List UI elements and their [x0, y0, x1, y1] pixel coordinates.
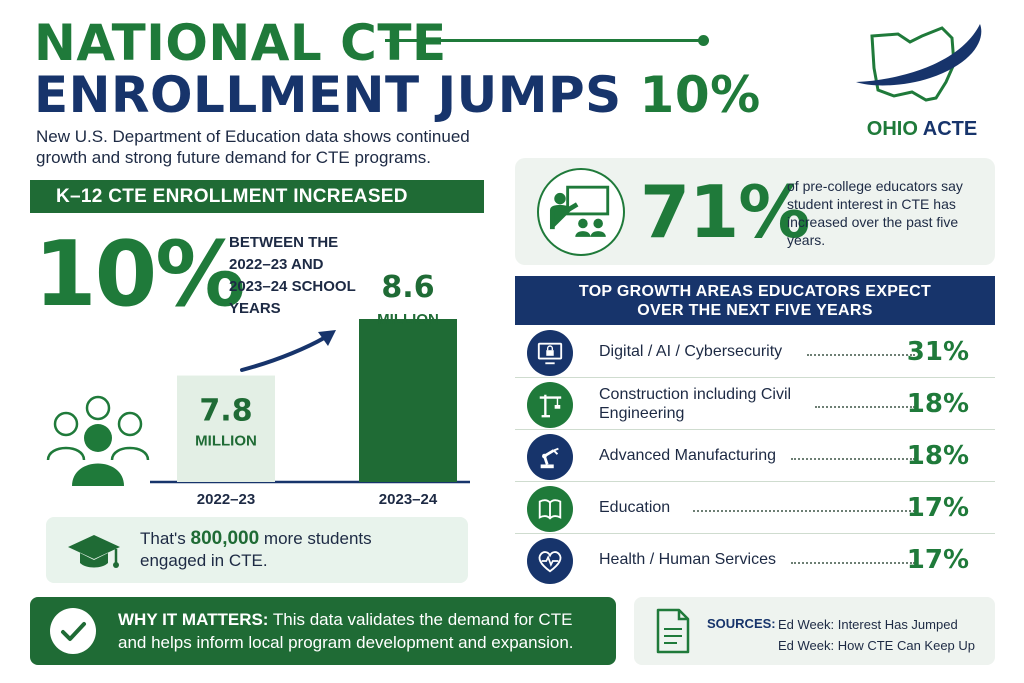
growth-percent: 17%: [906, 545, 969, 575]
enrollment-percent: 10%: [34, 222, 245, 327]
growth-label: Construction including Civil Engineering: [599, 386, 792, 422]
book-icon: [527, 486, 573, 532]
growth-label: Education: [599, 499, 671, 516]
growth-percent: 17%: [906, 493, 969, 523]
crane-icon: [527, 382, 573, 428]
ohio-state-logo-icon: [856, 24, 982, 102]
growth-leader-dots: [791, 458, 915, 460]
growth-leader-dots: [791, 562, 915, 564]
logo-acte: ACTE: [922, 118, 978, 140]
growth-label: Digital / AI / Cybersecurity: [599, 343, 783, 360]
category-label: 2023–24: [379, 491, 438, 508]
growth-label: Health / Human Services: [599, 551, 776, 568]
checkmark-icon: [50, 608, 96, 654]
why-it-matters-box: WHY IT MATTERS: This data validates the …: [30, 597, 616, 665]
students-number: 800,000: [190, 528, 260, 549]
logo-ohio: OHIO: [866, 118, 918, 140]
students-suffix: more students engaged in CTE.: [140, 529, 372, 570]
document-icon: [656, 608, 690, 654]
title-line-1: NATIONAL CTE: [34, 14, 447, 72]
students-prefix: That's: [140, 529, 186, 548]
growth-row-manufacturing: Advanced Manufacturing 18%: [515, 430, 995, 482]
growth-leader-dots: [807, 354, 915, 356]
growth-arrow: [240, 336, 326, 372]
why-it-matters-text: WHY IT MATTERS: This data validates the …: [118, 608, 598, 654]
graduation-cap-icon: [68, 535, 120, 568]
category-label: 2022–23: [197, 491, 255, 508]
sources-list: Ed Week: Interest Has Jumped Ed Week: Ho…: [778, 614, 975, 656]
title-line-2: ENROLLMENT JUMPS 10%: [34, 66, 761, 124]
growth-percent: 18%: [906, 389, 969, 419]
educators-stat-box: 71% of pre-college educators say student…: [515, 158, 995, 265]
k12-banner: K–12 CTE ENROLLMENT INCREASED: [30, 180, 484, 213]
enrollment-bar-chart: 7.8 MILLION 2022–23 8.6 MILLION 2023–24: [150, 270, 470, 508]
growth-list: Digital / AI / Cybersecurity 31% Constru…: [515, 326, 995, 586]
computer-lock-icon: [527, 330, 573, 376]
heart-pulse-icon: [527, 538, 573, 584]
growth-row-education: Education 17%: [515, 482, 995, 534]
robot-arm-icon: [527, 434, 573, 480]
bar-unit-label: MILLION: [195, 433, 257, 450]
educators-stat-percent: 71%: [640, 170, 810, 254]
growth-percent: 18%: [906, 441, 969, 471]
growth-label: Advanced Manufacturing: [599, 447, 776, 464]
growth-row-construction: Construction including Civil Engineering…: [515, 378, 995, 430]
growth-leader-dots: [815, 406, 915, 408]
between-years-text: BETWEEN THE 2022–23 AND 2023–24 SCHOOL Y…: [229, 234, 356, 317]
students-callout: That's 800,000 more students engaged in …: [46, 517, 468, 583]
growth-percent: 31%: [906, 337, 969, 367]
students-text: That's 800,000 more students engaged in …: [140, 528, 440, 572]
sources-box: SOURCES: Ed Week: Interest Has Jumped Ed…: [634, 597, 995, 665]
bar-value-label: 7.8: [199, 394, 252, 429]
growth-row-health: Health / Human Services 17%: [515, 534, 995, 586]
growth-row-digital: Digital / AI / Cybersecurity 31%: [515, 326, 995, 378]
growth-leader-dots: [693, 510, 915, 512]
why-body: This data validates the demand for CTE a…: [118, 610, 574, 652]
bar-value-label: 8.6: [381, 270, 434, 305]
people-group-icon: [46, 395, 150, 486]
why-label: WHY IT MATTERS:: [118, 610, 269, 629]
teacher-whiteboard-icon: [537, 168, 625, 256]
growth-arrowhead: [318, 330, 336, 346]
title-rule: [385, 39, 703, 42]
sources-label: SOURCES:: [707, 616, 776, 631]
title-rule-dot: [698, 35, 709, 46]
title-line-2-main: ENROLLMENT JUMPS: [34, 66, 622, 124]
bar-unit-label: MILLION: [377, 311, 439, 328]
source-link-keep-up[interactable]: Ed Week: How CTE Can Keep Up: [778, 638, 976, 653]
title-accent: 10%: [639, 66, 761, 124]
growth-banner: TOP GROWTH AREAS EDUCATORS EXPECT OVER T…: [515, 276, 995, 325]
bar-1: [359, 319, 457, 482]
subtitle: New U.S. Department of Education data sh…: [36, 127, 470, 167]
growth-banner-line-1: TOP GROWTH AREAS EDUCATORS EXPECT: [578, 283, 932, 300]
source-link-interest[interactable]: Ed Week: Interest Has Jumped: [778, 617, 958, 632]
logo-text: OHIO ACTE: [852, 118, 992, 141]
educators-stat-text: of pre-college educators say student int…: [787, 178, 963, 248]
growth-banner-line-2: OVER THE NEXT FIVE YEARS: [637, 302, 873, 319]
bar-0: [177, 375, 275, 482]
